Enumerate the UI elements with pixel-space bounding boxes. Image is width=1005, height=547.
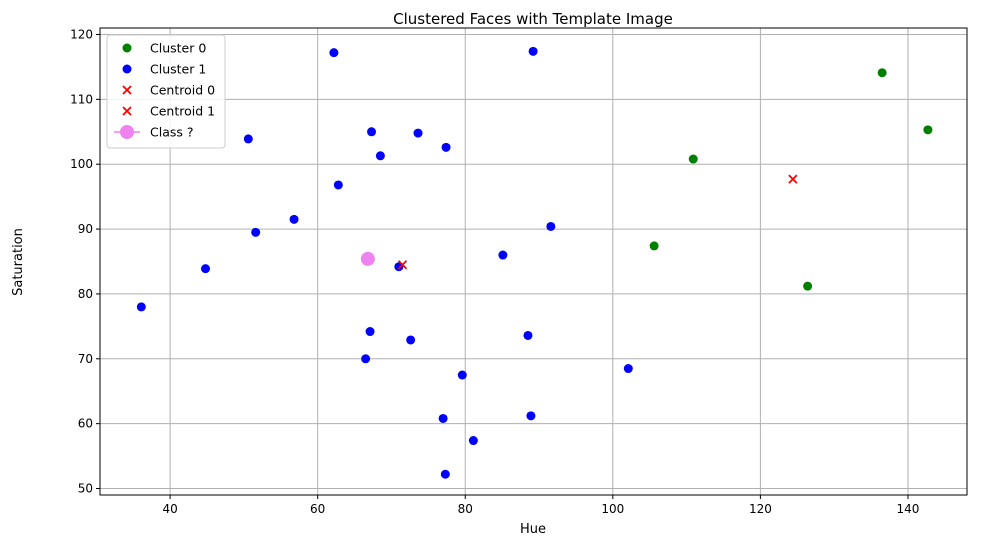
legend-marker — [120, 125, 134, 139]
data-point — [251, 227, 261, 237]
data-point — [367, 127, 377, 137]
data-point — [289, 214, 299, 224]
data-points — [136, 46, 933, 479]
data-point — [201, 264, 211, 274]
data-point — [406, 335, 416, 345]
data-point — [498, 250, 508, 260]
x-tick-label: 120 — [749, 502, 772, 516]
data-point — [649, 241, 659, 251]
x-tick-label: 140 — [897, 502, 920, 516]
legend-label: Cluster 1 — [150, 62, 206, 77]
grid — [100, 28, 967, 495]
y-tick-label: 60 — [78, 417, 93, 431]
data-point — [413, 128, 423, 138]
data-point — [523, 330, 533, 340]
data-point — [803, 281, 813, 291]
data-point — [528, 46, 538, 56]
y-tick-label: 100 — [70, 157, 93, 171]
data-point — [688, 154, 698, 164]
data-point — [136, 302, 146, 312]
data-point — [457, 370, 467, 380]
legend-label: Centroid 0 — [150, 83, 215, 98]
x-tick-label: 80 — [458, 502, 473, 516]
y-tick-label: 90 — [78, 222, 93, 236]
centroid-marker — [788, 174, 798, 184]
data-point — [375, 151, 385, 161]
data-point — [333, 180, 343, 190]
centroid-marker — [397, 260, 408, 270]
x-tick-label: 100 — [601, 502, 624, 516]
data-point — [526, 411, 536, 421]
data-point — [923, 125, 933, 135]
y-tick-label: 50 — [78, 482, 93, 496]
legend-marker — [122, 85, 132, 95]
data-point — [546, 221, 556, 231]
data-point — [365, 327, 375, 337]
legend-marker — [122, 106, 132, 116]
legend-marker — [122, 64, 132, 74]
y-tick-label: 110 — [70, 92, 93, 106]
data-point — [329, 48, 339, 58]
legend-label: Centroid 1 — [150, 104, 215, 119]
data-point — [468, 436, 478, 446]
data-point — [361, 354, 371, 364]
x-tick-label: 40 — [162, 502, 177, 516]
x-axis-label: Hue — [520, 522, 546, 537]
legend-label: Cluster 0 — [150, 41, 206, 56]
data-point — [438, 413, 448, 423]
legend: Cluster 0 Cluster 1 Centroid 0 Centroid 1 C… — [106, 34, 226, 149]
data-point — [440, 469, 450, 479]
data-point — [623, 364, 633, 374]
data-point — [441, 142, 451, 152]
x-axis-ticks: 40 60 80 100 120 140 — [162, 495, 919, 516]
x-tick-label: 60 — [310, 502, 325, 516]
y-tick-label: 120 — [70, 27, 93, 41]
legend-marker — [122, 43, 132, 53]
legend-label: Class ? — [150, 125, 194, 140]
y-tick-label: 80 — [78, 287, 93, 301]
data-point — [877, 68, 887, 78]
chart-title: Clustered Faces with Template Image — [393, 10, 673, 28]
legend-box — [106, 34, 226, 149]
data-point — [243, 134, 253, 144]
plot-frame — [99, 27, 968, 496]
y-tick-label: 70 — [78, 352, 93, 366]
y-axis-ticks: 50 60 70 80 90 100 110 120 — [70, 27, 100, 496]
class-query-point — [360, 251, 375, 266]
y-axis-label: Saturation — [11, 228, 26, 296]
